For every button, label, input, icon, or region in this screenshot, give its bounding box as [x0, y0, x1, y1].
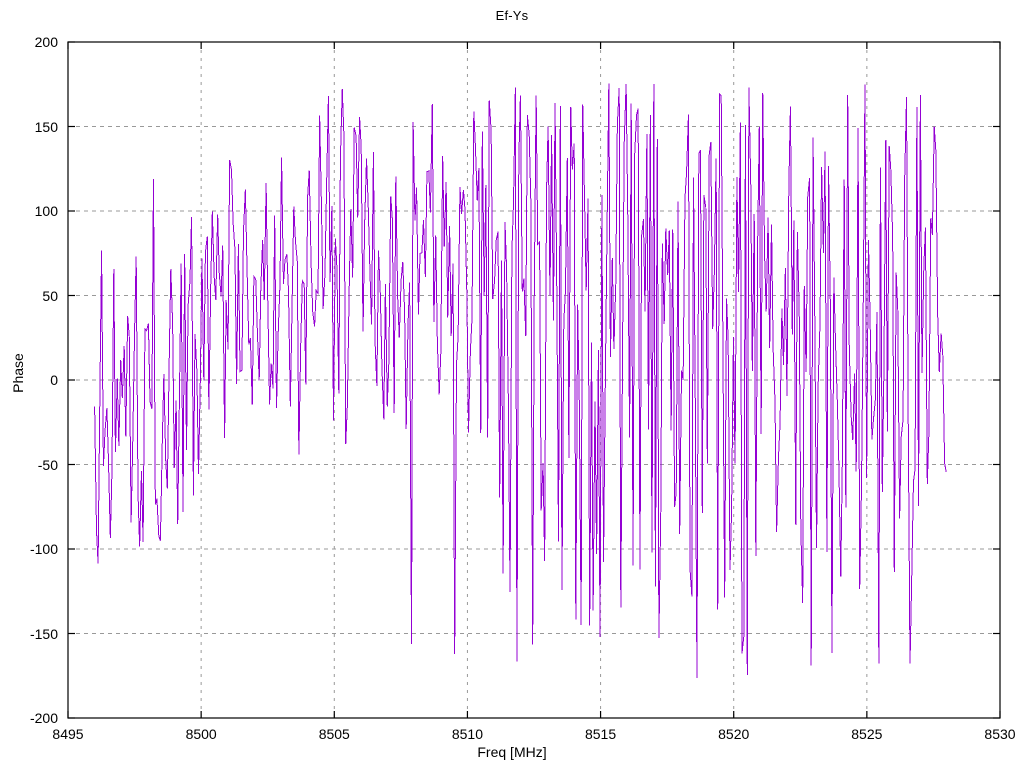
x-tick-label: 8515: [584, 726, 617, 742]
y-tick-label: 150: [34, 118, 58, 135]
y-tick-label: 200: [34, 34, 58, 50]
y-tick-label: -200: [29, 710, 58, 726]
y-tick-label: -100: [29, 541, 58, 557]
x-axis-label: Freq [MHz]: [477, 744, 547, 760]
y-tick-label: 100: [34, 203, 58, 219]
y-axis-label: Phase: [10, 353, 26, 393]
y-tick-label: 50: [42, 287, 58, 304]
chart-title: Ef-Ys: [495, 8, 529, 23]
y-tick-label: -150: [29, 625, 58, 642]
x-tick-label: 8525: [851, 726, 883, 742]
x-tick-label: 8495: [52, 726, 84, 742]
data-series-line: [94, 83, 947, 678]
y-tick-label: 0: [50, 372, 58, 388]
x-tick-label: 8510: [451, 726, 483, 742]
x-tick-label: 8505: [318, 726, 350, 742]
y-tick-label: -50: [37, 456, 58, 473]
x-tick-label: 8500: [185, 726, 217, 742]
plot-frame: [67, 41, 1001, 719]
x-tick-label: 8530: [984, 726, 1016, 742]
data-series-layer: [94, 83, 947, 678]
x-tick-label: 8520: [718, 726, 750, 742]
